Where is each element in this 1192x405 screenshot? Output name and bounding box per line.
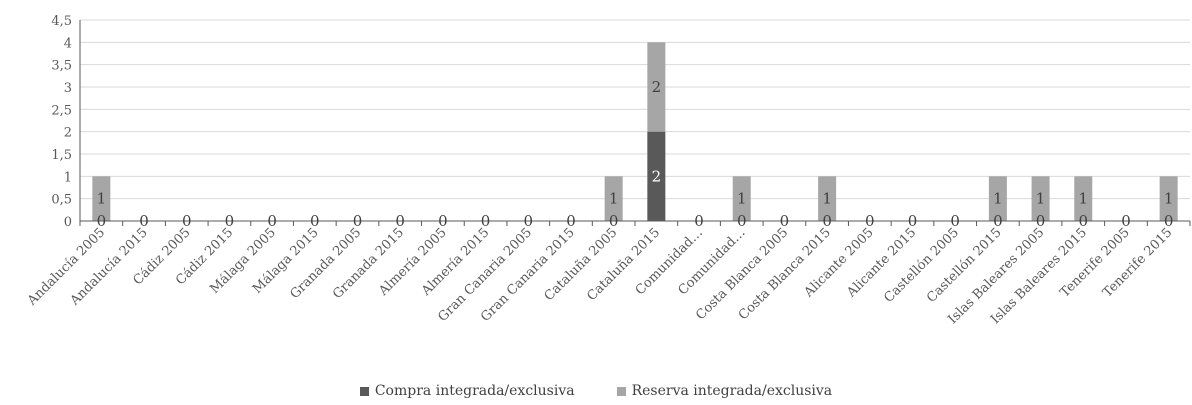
data-label-compra: 0 (566, 212, 576, 230)
data-label-compra: 0 (353, 212, 363, 230)
bar-reserva (988, 176, 1007, 221)
data-labels: 0 1 0 0 0 0 0 0 0 0 0 0 0 0 1 2 2 0 0 1 0 0 1 0 0 0 0 1 0 1 0 1 0 0 1 (97, 78, 1174, 230)
bar-reserva (1031, 176, 1050, 221)
x-tick-label: Castellón 2015 (924, 225, 1005, 306)
data-label-compra: 0 (993, 212, 1003, 230)
data-label-compra: 0 (822, 212, 832, 230)
data-label-compra: 0 (1121, 212, 1131, 230)
legend-swatch-compra (359, 386, 369, 396)
data-label-reserva: 1 (1078, 190, 1088, 208)
bar-reserva (732, 176, 751, 221)
y-tick-label: 0,5 (51, 193, 72, 208)
y-tick-label: 1 (64, 170, 72, 185)
data-label-compra: 0 (780, 212, 790, 230)
data-label-compra: 0 (481, 212, 491, 230)
data-label-reserva: 1 (97, 190, 107, 208)
y-tick-label: 4 (64, 36, 72, 51)
y-tick-label: 2,5 (51, 103, 72, 118)
data-label-compra: 0 (310, 212, 320, 230)
gridlines (80, 19, 1190, 200)
legend-item-compra: Compra integrada/exclusiva (359, 383, 575, 399)
data-label-compra: 0 (865, 212, 875, 230)
y-tick-label: 2 (64, 126, 72, 141)
data-label-compra: 0 (523, 212, 533, 230)
stacked-bar-chart: 0 0,5 1 1,5 2 2,5 3 3,5 4 4,5 Andalucía 2005Andalu… (24, 14, 1191, 327)
bar-reserva (604, 176, 623, 221)
x-tick-label: Andalucía 2005 (24, 225, 108, 309)
data-label-compra: 0 (694, 212, 704, 230)
y-tick-label: 3,5 (51, 59, 72, 74)
data-label-compra: 0 (1164, 212, 1174, 230)
data-label-compra: 0 (395, 212, 405, 230)
legend-label-compra: Compra integrada/exclusiva (374, 383, 575, 399)
data-label-reserva: 1 (822, 190, 832, 208)
data-label-compra: 0 (1036, 212, 1046, 230)
data-label-compra: 0 (139, 212, 149, 230)
data-label-compra: 0 (267, 212, 277, 230)
data-label-reserva: 1 (609, 190, 619, 208)
bar-reserva (647, 42, 666, 132)
data-label-compra: 0 (609, 212, 619, 230)
x-tick-label: Andalucía 2015 (67, 225, 151, 309)
legend-item-reserva: Reserva integrada/exclusiva (616, 383, 833, 399)
y-tick-label: 3 (64, 81, 72, 96)
data-label-reserva: 2 (652, 78, 662, 96)
data-label-compra: 2 (652, 167, 662, 185)
bar-compra (647, 131, 666, 221)
data-label-compra: 0 (97, 212, 107, 230)
axes: 0 0,5 1 1,5 2 2,5 3 3,5 4 4,5 Andalucía 2005Andalu… (24, 14, 1191, 327)
data-label-compra: 0 (950, 212, 960, 230)
bar-reserva (1074, 176, 1093, 221)
data-label-compra: 0 (438, 212, 448, 230)
y-tick-label: 1,5 (51, 148, 72, 163)
data-label-reserva: 1 (1036, 190, 1046, 208)
legend-label-reserva: Reserva integrada/exclusiva (631, 383, 833, 399)
data-label-compra: 0 (225, 212, 235, 230)
bar-reserva (1159, 176, 1178, 221)
y-tick-label: 0 (64, 215, 72, 230)
data-label-reserva: 1 (993, 190, 1003, 208)
data-label-compra: 0 (182, 212, 192, 230)
legend-swatch-reserva (616, 386, 626, 396)
data-label-compra: 0 (1078, 212, 1088, 230)
bar-reserva (818, 176, 837, 221)
data-label-compra: 0 (737, 212, 747, 230)
y-tick-label: 4,5 (51, 14, 72, 29)
data-label-reserva: 1 (737, 190, 747, 208)
x-tick-label: Castellón 2005 (881, 225, 962, 306)
bar-reserva (92, 176, 111, 221)
x-tick-label: Cataluña 2005 (542, 225, 621, 304)
legend: Compra integrada/exclusiva Reserva integ… (0, 383, 1192, 399)
data-label-compra: 0 (908, 212, 918, 230)
x-tick-label: Cataluña 2015 (584, 225, 663, 304)
data-label-reserva: 1 (1164, 190, 1174, 208)
bars (92, 42, 1178, 221)
